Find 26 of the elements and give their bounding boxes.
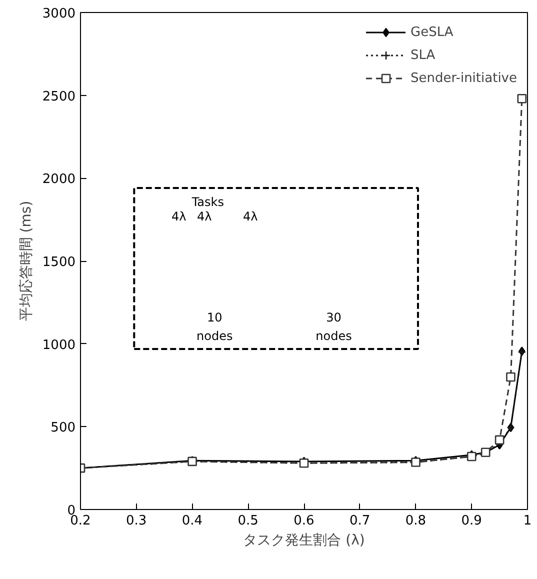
x-axis-title: タスク発生割合 (λ) [243,532,365,548]
x-tick-label: 0.7 [350,514,370,528]
x-tick-label: 0.9 [461,514,482,528]
annotation: 10 nodes [196,310,233,343]
annotation: 4λ [196,210,212,224]
y-tick-label: 2500 [42,89,76,104]
y-tick-label: 1500 [42,255,76,270]
annotation: 4λ [171,210,186,224]
y-axis-title: 平均応答時間 (ms) [18,200,34,322]
x-tick-label: 1 [523,514,532,528]
x-tick-label: 0.5 [238,514,258,528]
y-tick-label: 500 [50,420,76,436]
y-tick-label: 2000 [42,172,76,188]
legend-label: Sender-initiative [410,70,517,86]
x-tick-label: 0.8 [405,514,426,528]
annotation: Tasks [190,194,224,209]
y-tick-label: 3000 [42,6,76,22]
legend-label: SLA [410,48,436,62]
x-tick-label: 0.2 [70,514,91,528]
x-tick-label: 0.4 [182,514,203,528]
annotation: 4λ [242,210,258,224]
x-tick-label: 0.6 [294,514,314,528]
x-tick-label: 0.3 [126,514,147,528]
y-tick-label: 1000 [42,338,76,353]
annotation: 30 nodes [316,310,352,343]
legend-label: GeSLA [410,24,454,40]
